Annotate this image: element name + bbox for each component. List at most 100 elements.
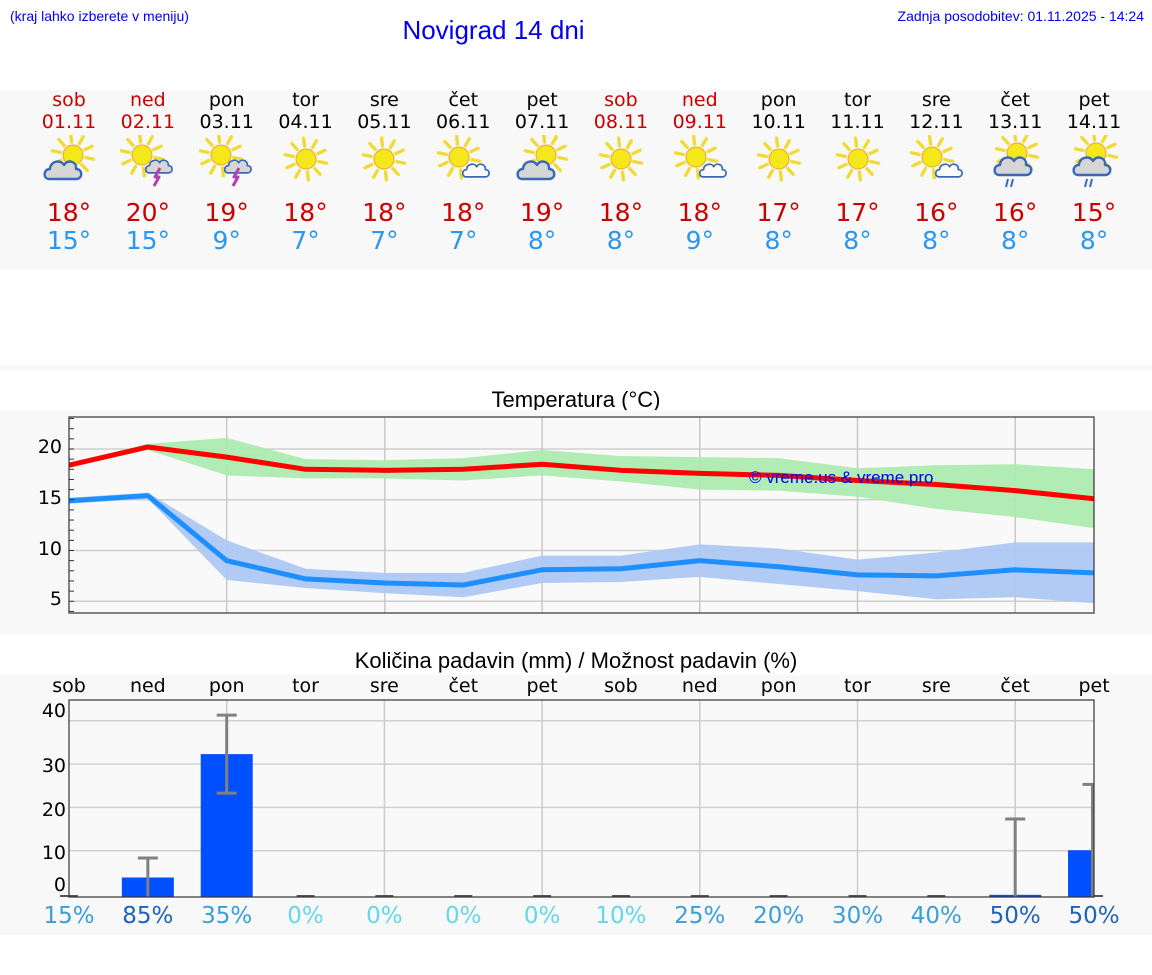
day-name: tor: [844, 89, 871, 111]
x-tick-label: tor: [292, 675, 319, 697]
x-tick-label: čet: [448, 675, 479, 697]
min-temperature: 8°: [527, 226, 557, 255]
min-temperature: 8°: [1000, 226, 1030, 255]
min-temperature: 15°: [125, 226, 170, 255]
max-temperature: 17°: [756, 198, 801, 227]
daily-forecast-panel: [0, 90, 1152, 270]
day-name: pon: [208, 89, 245, 111]
sun-small-cloud-icon: [908, 134, 964, 191]
day-column: tor 04.11 18° 7°: [266, 89, 346, 255]
max-temperature: 19°: [519, 198, 565, 227]
x-tick-label: tor: [844, 675, 871, 697]
day-date: 11.11: [830, 111, 885, 133]
precipitation-probability: 25%: [674, 903, 726, 929]
precipitation-probability: 85%: [122, 903, 174, 929]
day-column: čet 13.11 16° 8°: [975, 89, 1055, 255]
precipitation-probability: 50%: [989, 903, 1041, 929]
max-temperature: 16°: [914, 198, 959, 227]
x-tick-label: sob: [52, 675, 86, 697]
day-date: 12.11: [909, 111, 964, 133]
y-tick-label: 15: [37, 486, 62, 509]
day-column: pon 10.11 17° 8°: [739, 89, 819, 255]
x-tick-label: ned: [129, 675, 166, 697]
min-temperature: 15°: [46, 226, 92, 255]
y-tick-label: 20: [41, 799, 66, 821]
min-temperature: 8°: [843, 226, 872, 255]
day-column: ned 09.11 18° 9°: [660, 89, 740, 255]
min-temperature: 8°: [606, 226, 636, 255]
sun-small-cloud-icon: [672, 134, 728, 191]
sun-icon: [830, 135, 886, 191]
day-name: ned: [681, 89, 718, 111]
day-column: sre 05.11 18° 7°: [344, 89, 424, 255]
precipitation-chart-title: Količina padavin (mm) / Možnost padavin …: [354, 648, 798, 673]
divider: [0, 365, 1152, 370]
min-temperature: 8°: [764, 226, 793, 255]
day-name: čet: [1000, 89, 1030, 111]
min-temperature: 9°: [212, 226, 241, 255]
day-name: sob: [604, 89, 638, 111]
day-date: 13.11: [987, 111, 1043, 133]
min-temperature: 9°: [685, 226, 714, 255]
day-column: sob 01.11 18° 15°: [29, 89, 109, 255]
day-date: 02.11: [120, 111, 176, 133]
day-name: pet: [1078, 89, 1110, 111]
sun-icon: [751, 135, 807, 191]
location-hint: (kraj lahko izberete v meniju): [10, 8, 189, 24]
precipitation-probability: 0%: [287, 903, 324, 929]
precipitation-probability: 40%: [910, 903, 962, 929]
day-date: 10.11: [751, 111, 806, 133]
precipitation-probability: 35%: [201, 903, 253, 929]
min-temperature: 8°: [922, 226, 951, 255]
day-column: pon 03.11 19° 9°: [187, 89, 267, 255]
day-date: 08.11: [593, 111, 649, 133]
day-date: 14.11: [1066, 111, 1122, 133]
day-column: pet 14.11 15° 8°: [1054, 89, 1134, 255]
max-temperature: 17°: [835, 198, 880, 227]
precipitation-probability: 10%: [595, 903, 647, 929]
max-temperature: 15°: [1071, 198, 1117, 227]
precipitation-probability: 20%: [753, 903, 805, 929]
precipitation-probability: 0%: [523, 903, 561, 929]
max-temperature: 18°: [441, 198, 486, 227]
day-date: 05.11: [357, 111, 412, 133]
day-name: pet: [526, 89, 558, 111]
max-temperature: 18°: [598, 198, 644, 227]
sun-small-cloud-icon: [435, 134, 491, 191]
max-temperature: 18°: [283, 198, 328, 227]
copyright-watermark: © vreme.us & vreme.pro: [749, 468, 934, 487]
day-date: 06.11: [436, 111, 491, 133]
min-temperature: 7°: [291, 226, 320, 255]
precipitation-probability: 0%: [445, 903, 482, 929]
day-date: 09.11: [672, 111, 727, 133]
x-tick-label: pet: [526, 675, 558, 697]
precipitation-probability: 50%: [1068, 903, 1120, 929]
day-name: čet: [448, 89, 479, 111]
sun-cloud-icon: [41, 132, 97, 191]
page-title: Novigrad 14 dni: [402, 15, 585, 45]
day-name: pon: [760, 89, 797, 111]
min-temperature: 7°: [370, 226, 399, 255]
max-temperature: 19°: [204, 198, 249, 227]
precipitation-probability: 0%: [366, 903, 403, 929]
y-tick-label: 10: [41, 842, 66, 864]
x-tick-label: sob: [604, 675, 638, 697]
sun-thunderstorm-icon: [119, 132, 176, 191]
sun-cloud-rain-icon: [987, 130, 1043, 191]
max-temperature: 18°: [677, 198, 722, 227]
min-temperature: 7°: [449, 226, 478, 255]
day-name: tor: [292, 89, 319, 111]
y-tick-label: 20: [37, 436, 62, 458]
day-name: ned: [129, 89, 166, 111]
x-tick-label: pon: [208, 675, 245, 697]
day-date: 04.11: [278, 111, 333, 133]
temperature-chart-title: Temperatura (°C): [491, 387, 661, 412]
max-temperature: 18°: [46, 198, 92, 227]
x-tick-label: pon: [760, 675, 797, 697]
sun-icon: [278, 135, 334, 191]
max-temperature: 20°: [125, 198, 170, 227]
max-temperature: 18°: [362, 198, 407, 227]
y-tick-label: 10: [37, 537, 62, 560]
